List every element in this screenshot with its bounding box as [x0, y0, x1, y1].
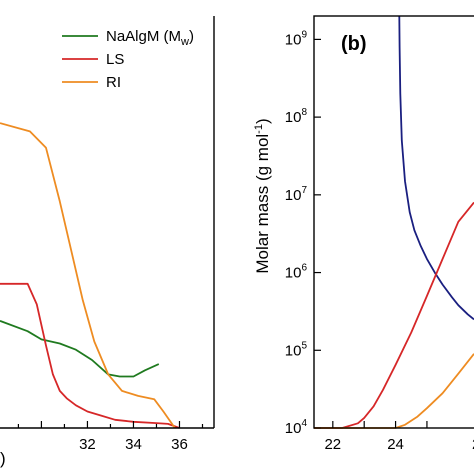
panel-a-lines: [0, 122, 180, 429]
panel-b-series-line-2: [314, 353, 474, 429]
panel-a-x-tick-label: 34: [125, 436, 142, 453]
legend-label: NaAlgM (Mw): [106, 28, 194, 48]
panel-b-x-ticks: 22 24 2: [324, 421, 474, 453]
legend-label: RI: [106, 74, 121, 91]
panel-b-x-tick-label: 22: [324, 436, 341, 453]
panel-b-lines: [314, 15, 474, 429]
panel-b: 104 105 106 107 108 109 22 24 2 (b) Molar mass …: [253, 15, 474, 453]
panel-a-series-line-0: [0, 320, 160, 378]
panel-b-series-line-1: [314, 201, 474, 429]
panel-a-x-tick-label: 32: [79, 436, 96, 453]
panel-b-x-tick-label: 24: [387, 436, 404, 453]
panel-b-y-tick-label: 107: [285, 185, 308, 204]
panel-b-y-tick-label: 108: [285, 107, 308, 126]
panel-a-series-line-1: [0, 282, 180, 429]
panel-b-series-line-0: [398, 15, 474, 321]
panel-a-legend: NaAlgM (Mw) LS RI: [62, 28, 194, 91]
panel-b-y-tick-label: 104: [285, 418, 308, 437]
legend-label: LS: [106, 51, 124, 68]
panel-a-x-tick-label: 36: [171, 436, 188, 453]
panel-a-series-line-2: [0, 122, 176, 429]
panel-a-x-axis-label-fragment: ): [0, 449, 6, 468]
panel-a-x-ticks: 32 34 36: [17, 421, 204, 453]
panel-b-tag: (b): [341, 33, 367, 55]
panel-b-y-axis-label: Molar mass (g mol-1): [253, 118, 272, 273]
panel-a: 32 34 36 NaAlgM (Mw) LS RI ): [0, 16, 215, 468]
panel-b-x-tick-label-clipped: 2: [472, 436, 474, 453]
panel-b-y-tick-label: 105: [285, 340, 308, 359]
panel-b-y-tick-label: 109: [285, 29, 308, 48]
panel-b-y-ticks: 104 105 106 107 108 109: [285, 29, 321, 437]
panel-b-y-tick-label: 106: [285, 263, 308, 282]
